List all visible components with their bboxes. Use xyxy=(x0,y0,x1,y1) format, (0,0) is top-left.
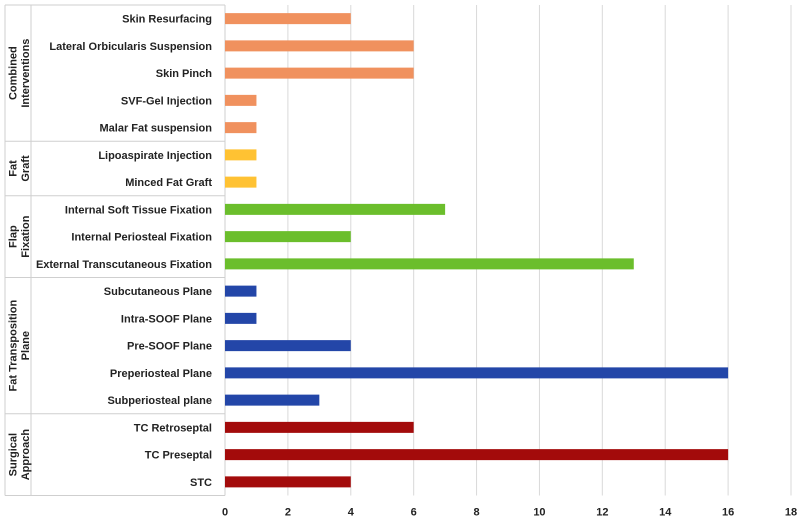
bar-malar-fat-suspension xyxy=(225,122,257,134)
x-tick-label: 12 xyxy=(596,507,608,519)
category-label: Preperiosteal Plane xyxy=(110,368,212,380)
bar-svf-gel-injection xyxy=(225,94,257,106)
grid-lines xyxy=(287,5,792,496)
category-label: TC Retroseptal xyxy=(134,422,212,434)
category-axis-frame xyxy=(4,4,226,496)
group-label-fat-transposition-plane: Fat TranspositionPlane xyxy=(7,300,32,392)
group-label-flap-fixation: FlapFixation xyxy=(7,215,32,257)
category-label: Internal Periosteal Fixation xyxy=(71,232,212,244)
bar-skin-pinch xyxy=(225,67,414,79)
bar-minced-fat-graft xyxy=(225,176,257,188)
x-tick-label: 4 xyxy=(348,507,355,519)
x-tick-label: 18 xyxy=(785,507,797,519)
group-label-surgical-approach: SurgicalApproach xyxy=(7,429,32,481)
bar-internal-soft-tissue-fixation xyxy=(225,203,446,215)
group-labels: CombinedInterventions FatGraft FlapFixatio… xyxy=(7,39,32,481)
category-label: STC xyxy=(190,477,212,489)
bar-external-transcutaneous-fixation xyxy=(225,258,634,270)
x-tick-label: 8 xyxy=(473,507,479,519)
bar-lateral-orbicularis-suspension xyxy=(225,40,414,52)
category-label: Lateral Orbicularis Suspension xyxy=(49,41,212,53)
bar-lipoaspirate-injection xyxy=(225,149,257,161)
category-label: Pre-SOOF Plane xyxy=(127,341,212,353)
bar-intra-soof-plane xyxy=(225,312,257,324)
category-label: TC Preseptal xyxy=(145,450,212,462)
x-axis-ticks: 0 2 4 6 8 10 12 14 16 18 xyxy=(222,507,797,519)
group-label-combined-interventions: CombinedInterventions xyxy=(7,39,32,108)
category-label: Internal Soft Tissue Fixation xyxy=(65,204,212,216)
category-label: Intra-SOOF Plane xyxy=(121,313,212,325)
category-label: Subperiosteal plane xyxy=(107,395,212,407)
x-tick-label: 6 xyxy=(411,507,417,519)
category-label: Subcutaneous Plane xyxy=(104,286,212,298)
x-tick-label: 14 xyxy=(659,507,672,519)
category-labels: Skin Resurfacing Lateral Orbicularis Susp… xyxy=(36,14,212,489)
category-label: Malar Fat suspension xyxy=(100,123,213,135)
x-tick-label: 10 xyxy=(533,507,545,519)
bar-subperiosteal-plane xyxy=(225,394,320,406)
group-label-fat-graft: FatGraft xyxy=(7,155,32,182)
bar-tc-preseptal xyxy=(225,449,729,461)
bar-stc xyxy=(225,476,351,488)
category-label: External Transcutaneous Fixation xyxy=(36,259,212,271)
category-label: Minced Fat Graft xyxy=(125,177,212,189)
bars xyxy=(225,13,729,488)
x-tick-label: 2 xyxy=(285,507,291,519)
category-label: Skin Resurfacing xyxy=(122,14,212,26)
bar-subcutaneous-plane xyxy=(225,285,257,297)
bar-skin-resurfacing xyxy=(225,13,351,25)
category-label: Lipoaspirate Injection xyxy=(98,150,212,162)
category-label: SVF-Gel Injection xyxy=(121,95,212,107)
x-tick-label: 16 xyxy=(722,507,734,519)
x-tick-label: 0 xyxy=(222,507,228,519)
bar-pre-soof-plane xyxy=(225,340,351,352)
bar-preperiosteal-plane xyxy=(225,367,729,379)
bar-internal-periosteal-fixation xyxy=(225,231,351,243)
bar-tc-retroseptal xyxy=(225,421,414,433)
category-label: Skin Pinch xyxy=(156,68,213,80)
